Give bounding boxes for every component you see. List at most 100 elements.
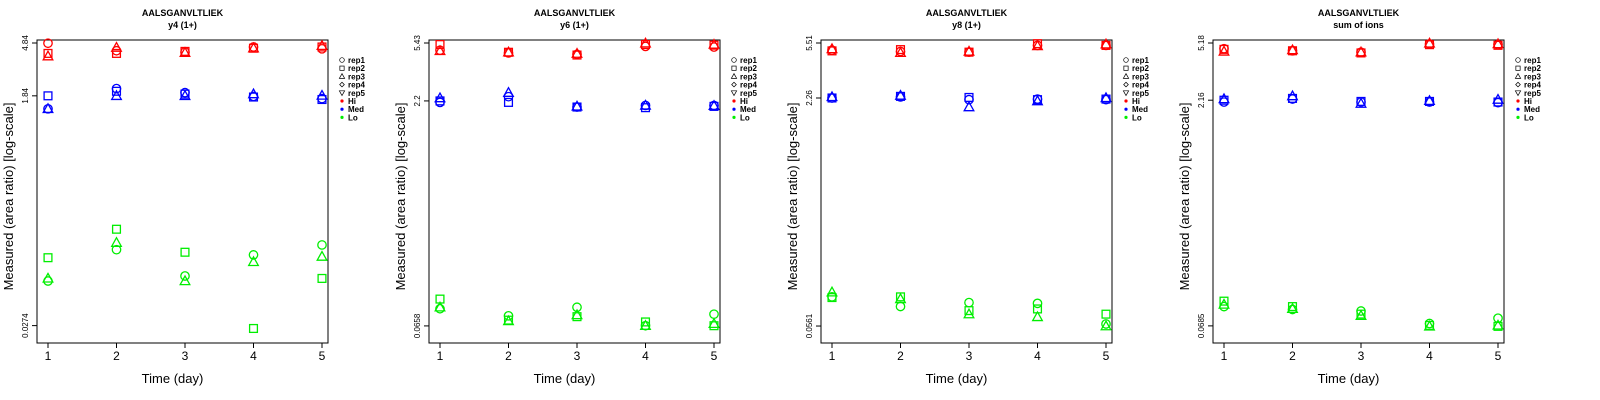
point-med-rep3 (963, 100, 975, 112)
y-tick-label: 5.51 (805, 35, 814, 51)
point-lo-rep1 (111, 244, 122, 255)
point-lo-rep2 (640, 317, 651, 327)
legend-label-rep4: rep4 (348, 81, 365, 90)
plot-frame (428, 39, 721, 344)
point-lo-rep3 (110, 236, 123, 247)
chart-title: AALSGANVLTLIEK (926, 8, 1008, 18)
y-axis-label: Measured (area ratio) [log-scale] (1, 103, 16, 291)
legend-marker-rep4 (339, 81, 345, 88)
data-points (434, 37, 720, 331)
x-axis-label: Time (day) (926, 371, 988, 386)
point-med-rep2 (503, 97, 514, 107)
legend-dot-med (1516, 107, 1520, 111)
point-lo-rep3 (434, 300, 446, 312)
x-tick-label: 1 (1221, 349, 1228, 363)
point-lo-rep1 (964, 297, 974, 308)
point-hi-rep3 (316, 39, 328, 51)
legend-label-hi: Hi (740, 97, 748, 106)
point-hi-rep3 (1423, 37, 1436, 48)
point-lo-rep3 (179, 274, 191, 286)
legend-label-rep1: rep1 (1132, 56, 1149, 65)
point-hi-rep3 (1100, 37, 1112, 49)
legend-marker-rep1 (1515, 57, 1521, 63)
legend-dot-lo (340, 115, 344, 119)
point-med-rep3 (1423, 94, 1436, 106)
y-tick-label: 1.84 (21, 87, 30, 103)
chart-panel-3: AALSGANVLTLIEK y8 (1+) 1 2 3 4 5 5.51 2.26 0.0561… (785, 8, 1149, 386)
legend-label-med: Med (348, 105, 364, 114)
legend-marker-rep1 (731, 57, 737, 63)
legend-marker-rep4 (1123, 81, 1129, 88)
x-tick-label: 2 (1289, 349, 1296, 363)
y-tick-label: 0.0685 (1197, 313, 1206, 338)
point-med-rep3 (639, 99, 652, 110)
point-hi-rep2 (709, 40, 719, 50)
point-med-rep2 (964, 92, 974, 102)
y-tick-label: 0.0274 (21, 313, 30, 338)
point-med-rep2 (709, 101, 719, 111)
point-hi-rep3 (434, 44, 446, 56)
point-med-rep3 (434, 91, 446, 103)
legend-marker-rep4 (731, 81, 737, 88)
y-tick-label: 5.43 (413, 35, 422, 51)
x-tick-label: 2 (113, 349, 120, 363)
x-tick-label: 5 (711, 349, 718, 363)
legend-label-rep3: rep3 (740, 72, 757, 81)
legend-dot-med (1124, 107, 1128, 111)
y-tick-label: 0.0561 (805, 313, 814, 338)
point-lo-rep3 (42, 272, 54, 283)
point-lo-rep3 (963, 307, 975, 319)
point-med-rep3 (894, 89, 907, 100)
point-hi-rep2 (43, 48, 53, 58)
point-lo-rep3 (502, 314, 515, 326)
legend-marker-rep5 (338, 90, 346, 97)
y-tick-label: 5.18 (1197, 35, 1206, 51)
point-med-rep2 (43, 91, 53, 101)
point-lo-rep2 (1219, 296, 1229, 306)
point-lo-rep1 (1101, 319, 1111, 329)
point-lo-rep3 (316, 250, 328, 261)
point-lo-rep2 (111, 224, 122, 234)
point-hi-rep3 (826, 42, 838, 54)
legend-label-rep1: rep1 (348, 56, 365, 65)
point-med-rep2 (111, 86, 122, 96)
x-axis-label: Time (day) (534, 371, 596, 386)
legend-marker-rep2 (1123, 65, 1129, 71)
y-tick-label: 2.26 (805, 90, 814, 106)
point-med-rep3 (1218, 92, 1230, 104)
point-hi-rep3 (1355, 45, 1367, 57)
legend-dot-med (732, 107, 736, 111)
x-tick-label: 3 (182, 349, 189, 363)
legend-dot-lo (732, 115, 736, 119)
point-lo-rep2 (1101, 309, 1111, 319)
point-hi-rep3 (1286, 43, 1299, 55)
point-lo-rep1 (709, 309, 719, 320)
point-lo-rep3 (1100, 319, 1112, 331)
x-axis-label: Time (day) (142, 371, 204, 386)
legend-label-lo: Lo (1524, 113, 1534, 122)
point-med-rep3 (42, 102, 54, 114)
legend-marker-rep5 (730, 90, 738, 97)
legend-marker-rep2 (1515, 65, 1521, 71)
legend-label-lo: Lo (740, 113, 750, 122)
point-med-rep3 (110, 89, 123, 101)
legend-label-hi: Hi (1524, 97, 1532, 106)
legend-label-rep3: rep3 (1132, 72, 1149, 81)
point-med-rep2 (572, 102, 582, 112)
legend-label-rep2: rep2 (1524, 64, 1541, 73)
y-tick-label: 2.16 (1197, 92, 1206, 108)
chart-subtitle: y8 (1+) (952, 20, 981, 30)
x-tick-label: 4 (642, 349, 649, 363)
point-hi-rep3 (42, 49, 54, 61)
legend-marker-rep2 (339, 65, 345, 71)
legend-label-rep2: rep2 (1132, 64, 1149, 73)
point-hi-rep3 (894, 46, 907, 58)
legend-label-rep2: rep2 (740, 64, 757, 73)
legend-dot-med (340, 107, 344, 111)
legend-marker-rep4 (1515, 81, 1521, 88)
x-tick-label: 1 (829, 349, 836, 363)
point-hi-rep2 (435, 40, 445, 50)
point-hi-rep3 (963, 45, 975, 56)
point-lo-rep1 (895, 301, 906, 312)
point-lo-rep3 (1355, 309, 1367, 320)
